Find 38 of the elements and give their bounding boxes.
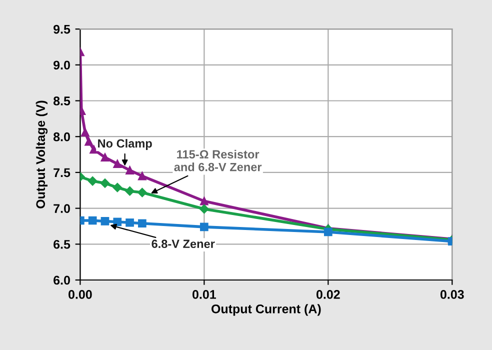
x-axis-title: Output Current (A) [211, 304, 321, 316]
y-tick-label: 8.0 [53, 132, 70, 142]
point [113, 218, 122, 226]
y-tick-label: 9.0 [54, 60, 70, 70]
y-tick-label: 7.0 [54, 204, 70, 213]
x-tick-label: 0.03 [440, 290, 464, 299]
point [100, 153, 110, 162]
y-tick-label: 9.5 [54, 24, 70, 34]
x-tick-label: 0.02 [316, 290, 340, 299]
x-tick-label: 0.00 [68, 290, 92, 299]
point [138, 219, 146, 228]
point [324, 228, 332, 236]
point [88, 216, 97, 225]
point [100, 178, 110, 188]
point [112, 182, 122, 192]
point [88, 176, 98, 186]
point [138, 172, 146, 180]
point [80, 128, 90, 136]
y-tick-label: 6.5 [54, 240, 70, 249]
annotation: 115-Ω Resistor and 6.8-V Zener [174, 150, 262, 172]
point [200, 204, 209, 214]
point [125, 186, 134, 196]
point [100, 217, 110, 226]
y-tick-label: 8.5 [53, 96, 70, 106]
annotation: No Clamp [98, 138, 152, 150]
point [90, 145, 98, 154]
point [200, 196, 208, 206]
point [200, 222, 208, 232]
y-axis-title: Output Voltage (V) [36, 100, 48, 208]
y-tick-label: 6.0 [54, 276, 70, 285]
point [113, 160, 122, 168]
x-tick-label: 0.01 [192, 290, 216, 299]
point [126, 218, 134, 227]
point [126, 166, 134, 174]
annotation: 6.8-V Zener [152, 240, 215, 248]
y-tick-label: 7.5 [54, 168, 70, 178]
point [84, 137, 94, 146]
point [138, 188, 147, 198]
